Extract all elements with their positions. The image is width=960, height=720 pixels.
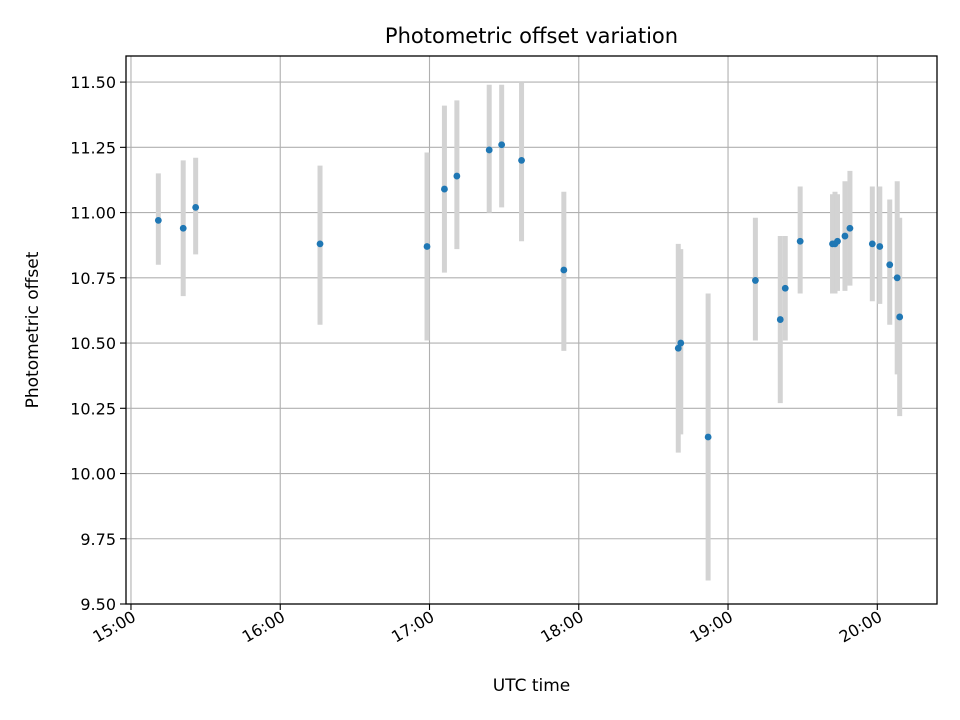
data-point <box>704 433 712 441</box>
y-tick-label: 9.75 <box>80 530 116 549</box>
data-point <box>316 240 324 248</box>
data-point <box>423 243 431 250</box>
data-point <box>498 141 506 149</box>
data-point <box>453 172 461 180</box>
data-point <box>192 203 200 211</box>
data-point <box>677 339 685 347</box>
y-tick-label: 11.25 <box>70 138 116 157</box>
y-tick-label: 10.50 <box>70 334 116 353</box>
data-point <box>886 261 894 269</box>
data-point <box>674 344 682 352</box>
data-point <box>846 224 854 232</box>
x-tick-label: 16:00 <box>239 607 288 647</box>
data-point <box>868 240 876 248</box>
data-point <box>560 266 568 274</box>
data-point <box>518 156 525 164</box>
y-axis-ticks: 9.50 9.75 10.00 10.25 10.50 10.75 11.00 11.25 11… <box>70 73 126 614</box>
x-axis-label: UTC time <box>493 676 571 696</box>
y-tick-label: 10.75 <box>70 269 116 288</box>
y-tick-label: 10.25 <box>70 399 116 418</box>
y-axis-label: Photometric offset <box>23 251 43 408</box>
data-point <box>796 237 804 245</box>
chart-title: Photometric offset variation <box>385 24 678 48</box>
data-point <box>441 185 448 193</box>
data-point <box>154 217 162 224</box>
grid-layer <box>126 56 937 605</box>
errorbar-layer <box>155 82 903 581</box>
plot-frame <box>125 55 938 605</box>
data-point <box>841 232 849 240</box>
x-axis-ticks: 15:00 16:00 17:00 18:00 19:00 20:00 <box>90 604 885 647</box>
point-layer <box>154 141 904 441</box>
y-tick-label: 10.00 <box>70 465 116 484</box>
data-point <box>781 284 789 292</box>
data-point <box>751 277 759 284</box>
data-point <box>876 243 884 250</box>
data-point <box>485 146 493 154</box>
data-point <box>834 237 841 245</box>
data-point <box>896 313 904 321</box>
data-point <box>893 274 901 282</box>
y-tick-label: 11.50 <box>70 73 116 92</box>
data-point <box>776 316 784 323</box>
y-tick-label: 9.50 <box>80 595 116 614</box>
x-tick-label: 17:00 <box>388 607 437 647</box>
x-tick-label: 18:00 <box>537 607 586 647</box>
x-tick-label: 20:00 <box>836 607 885 647</box>
y-tick-label: 11.00 <box>70 204 116 223</box>
data-point <box>179 224 187 232</box>
x-tick-label: 19:00 <box>687 607 736 647</box>
